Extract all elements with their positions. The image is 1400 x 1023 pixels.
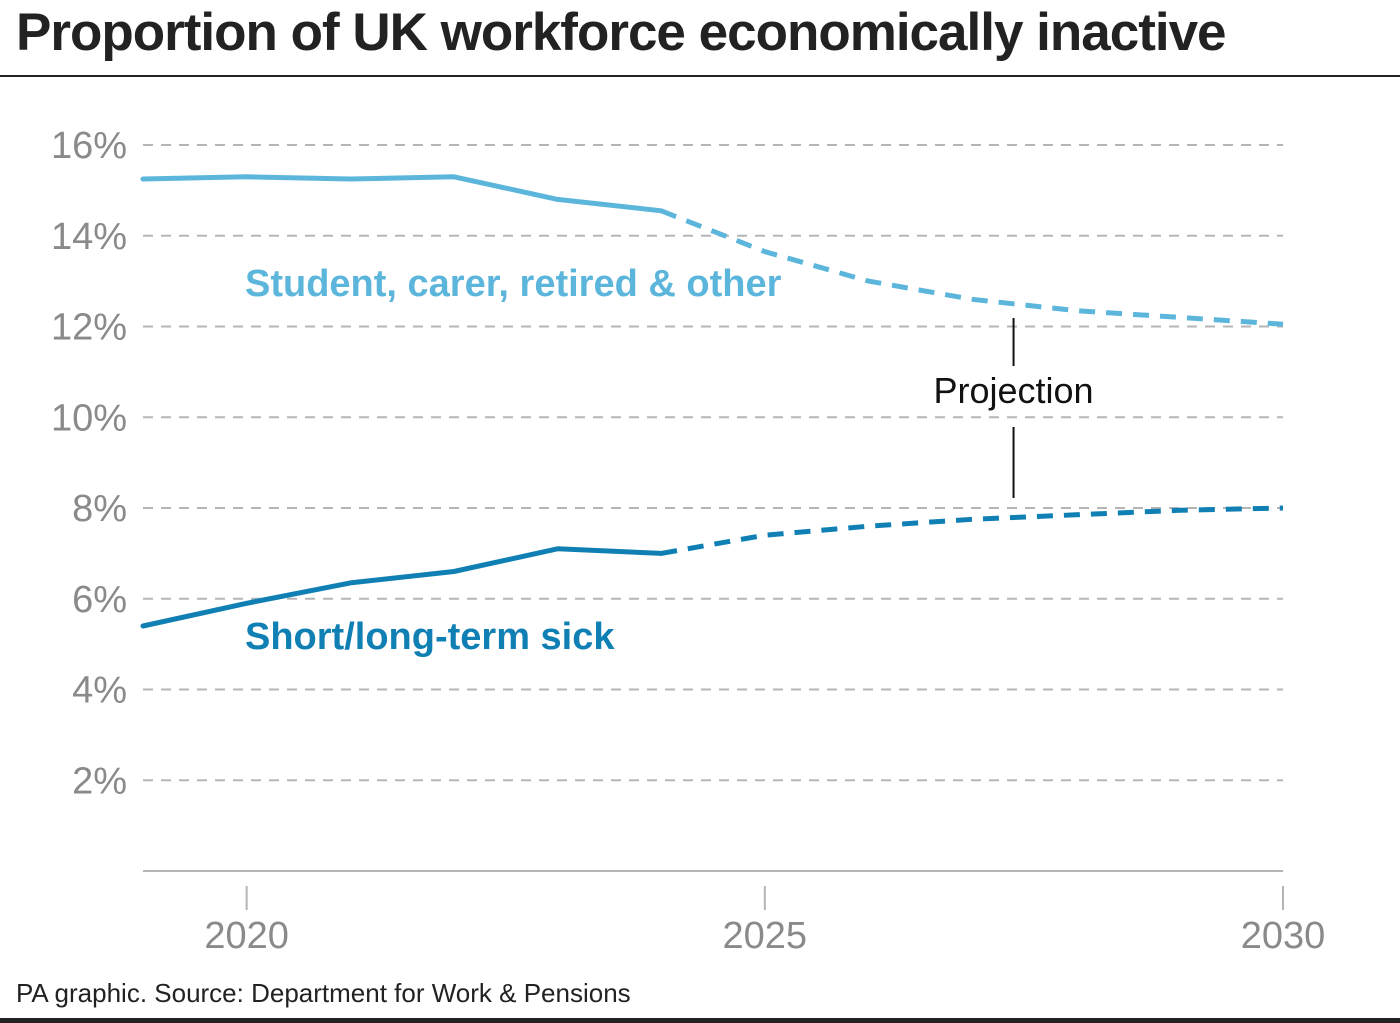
projection-line-student-carer-retired-other bbox=[660, 208, 1284, 327]
projection-line-short-long-term-sick bbox=[660, 505, 1284, 556]
projection-annotation: Projection bbox=[933, 370, 1093, 411]
y-tick-label: 2% bbox=[72, 760, 127, 802]
x-tick-label: 2030 bbox=[1241, 915, 1326, 957]
title-divider bbox=[0, 75, 1400, 77]
x-tick-label: 2020 bbox=[204, 915, 289, 957]
bottom-divider bbox=[0, 1018, 1400, 1023]
y-tick-label: 14% bbox=[51, 216, 127, 258]
series-label-student-carer-retired-other: Student, carer, retired & other bbox=[245, 263, 782, 305]
source-note: PA graphic. Source: Department for Work … bbox=[16, 978, 631, 1008]
y-tick-label: 12% bbox=[51, 307, 127, 349]
y-tick-label: 4% bbox=[72, 670, 127, 712]
series-line-student-carer-retired-other bbox=[140, 174, 664, 214]
chart-title: Proportion of UK workforce economically … bbox=[16, 3, 1227, 62]
line-chart: 2% 4% 6% 8% 10% 12% 14% 16% 2020 2025 2030 Student,… bbox=[51, 125, 1326, 957]
x-tick-label: 2025 bbox=[723, 915, 808, 957]
series-line-short-long-term-sick bbox=[140, 546, 664, 629]
y-tick-label: 10% bbox=[51, 397, 127, 439]
y-tick-label: 8% bbox=[72, 488, 127, 530]
y-tick-label: 16% bbox=[51, 125, 127, 167]
y-tick-label: 6% bbox=[72, 579, 127, 621]
series-label-short-long-term-sick: Short/long-term sick bbox=[245, 616, 615, 658]
